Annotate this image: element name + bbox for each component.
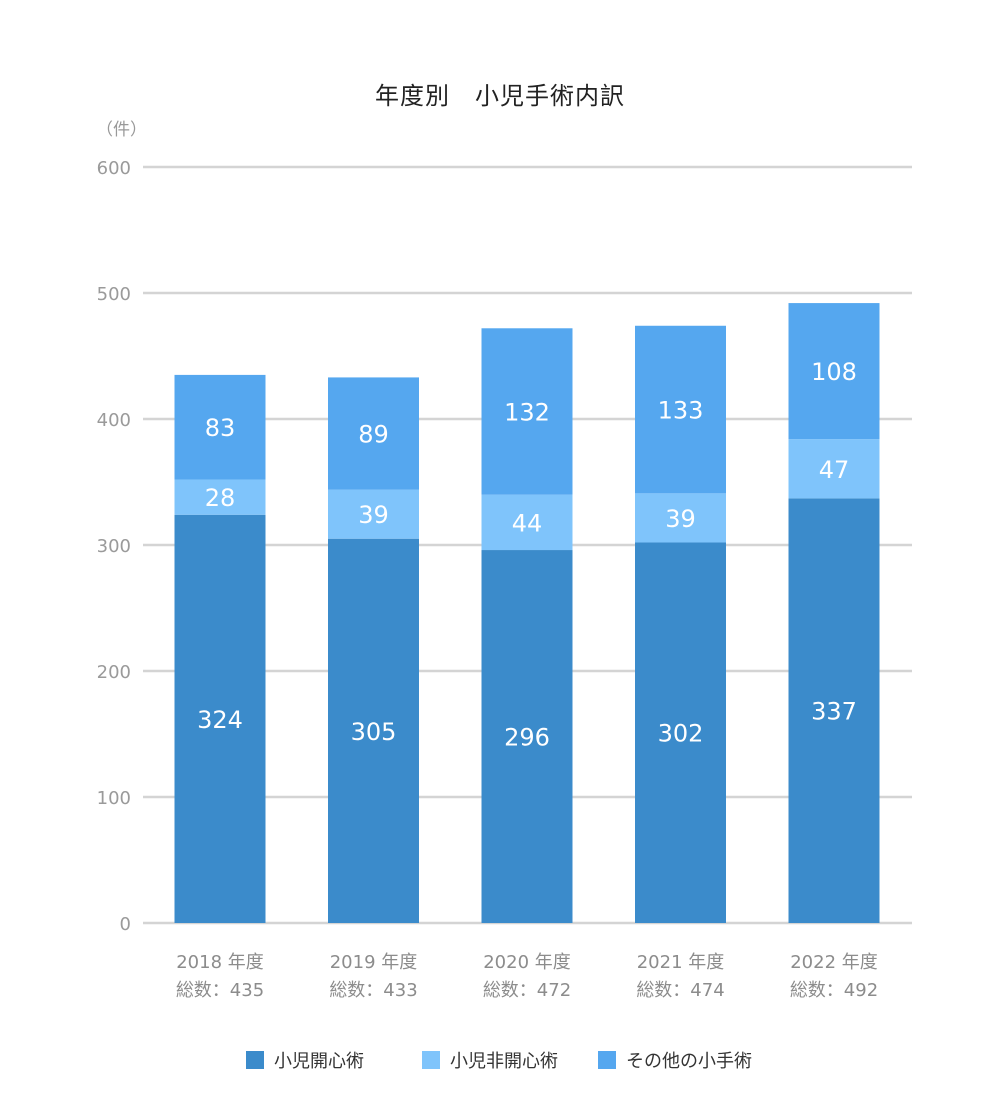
y-tick-label: 100	[97, 788, 131, 809]
data-label: 39	[358, 501, 389, 529]
legend-swatch	[246, 1051, 264, 1069]
x-total-label: 総数：492	[790, 980, 878, 1001]
data-label: 39	[665, 505, 696, 533]
bar-segment	[788, 303, 880, 440]
legend-label: 小児開心術	[274, 1051, 364, 1072]
legend-item: 小児開心術	[246, 1046, 364, 1074]
data-label: 296	[504, 724, 550, 752]
bar-segment	[481, 328, 573, 495]
bar-segment	[481, 494, 573, 551]
y-axis-unit-label: （件）	[96, 120, 147, 140]
chart-legend: 小児開心術 小児非開心術 その他の小手術	[0, 1046, 1000, 1076]
bar-segment	[635, 493, 726, 543]
bar-segment	[328, 489, 419, 539]
x-total-label: 総数：433	[329, 980, 417, 1001]
legend-item: 小児非開心術	[422, 1046, 558, 1074]
bar-segment	[635, 325, 726, 494]
bar-segment	[328, 377, 419, 490]
x-tick-label: 2020 年度	[483, 952, 571, 973]
bar-segment	[328, 538, 419, 923]
y-tick-label: 500	[97, 284, 131, 305]
x-tick-label: 2018 年度	[176, 952, 264, 973]
bar-segment	[174, 479, 266, 515]
legend-swatch	[422, 1051, 440, 1069]
legend-label: その他の小手術	[626, 1051, 752, 1072]
bar-segment	[174, 374, 266, 480]
y-tick-label: 300	[97, 536, 131, 557]
data-label: 324	[197, 706, 243, 734]
x-tick-label: 2019 年度	[330, 952, 418, 973]
data-label: 47	[819, 456, 850, 484]
x-total-label: 総数：435	[176, 980, 264, 1001]
bar-segment	[788, 498, 880, 923]
x-tick-label: 2021 年度	[637, 952, 725, 973]
x-total-label: 総数：474	[636, 980, 724, 1001]
data-label: 133	[658, 397, 704, 425]
x-total-label: 総数：472	[483, 980, 571, 1001]
data-label: 132	[504, 398, 550, 426]
chart-title: 年度別 小児手術内訳	[375, 82, 625, 110]
bar-segment	[481, 550, 573, 923]
data-label: 44	[512, 509, 543, 537]
y-tick-label: 600	[97, 158, 131, 179]
data-label: 83	[205, 414, 236, 442]
x-tick-label: 2022 年度	[790, 952, 878, 973]
data-label: 305	[351, 718, 397, 746]
y-tick-label: 0	[120, 914, 131, 935]
legend-swatch	[598, 1051, 616, 1069]
bar-segment	[635, 542, 726, 923]
legend-label: 小児非開心術	[450, 1051, 558, 1072]
data-label: 302	[658, 720, 704, 748]
data-label: 337	[811, 698, 857, 726]
data-label: 89	[358, 420, 389, 448]
y-tick-label: 200	[97, 662, 131, 683]
bar-segment	[788, 439, 880, 499]
data-label: 108	[811, 358, 857, 386]
y-tick-label: 400	[97, 410, 131, 431]
data-label: 28	[205, 484, 236, 512]
bar-segment	[174, 514, 266, 923]
legend-item: その他の小手術	[598, 1046, 752, 1074]
